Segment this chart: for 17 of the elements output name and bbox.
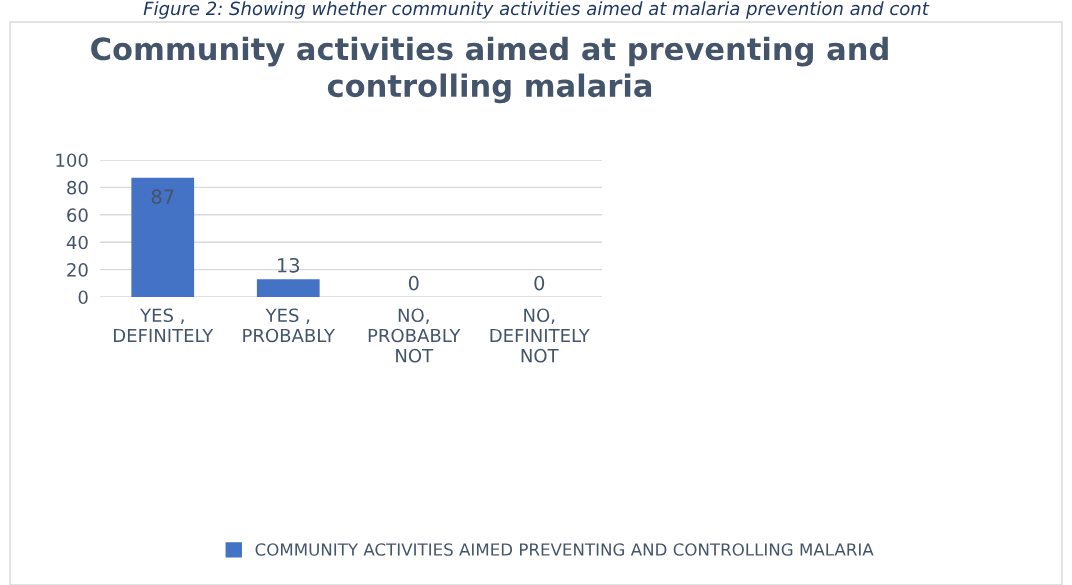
- legend-label: COMMUNITY ACTIVITIES AIMED PREVENTING AND CONTROLLING MALARIA: [255, 543, 874, 556]
- x-tick-label: YES , DEFINITELY: [114, 308, 214, 343]
- y-tick-label: 60: [67, 208, 88, 222]
- chart-title: Community activities aimed at preventing and controlling malaria: [91, 36, 888, 104]
- y-tick-label: 20: [67, 263, 88, 277]
- y-tick-label: 40: [66, 235, 88, 250]
- y-tick-label: 0: [78, 290, 88, 305]
- x-tick-label: NO, DEFINITELY NOT: [490, 308, 590, 363]
- data-label: 13: [278, 257, 300, 273]
- y-tick-label: 80: [67, 180, 88, 195]
- x-tick-label: NO, PROBABLY NOT: [368, 308, 461, 363]
- data-label: 87: [151, 189, 174, 204]
- data-label: 0: [534, 275, 545, 291]
- data-label: 0: [408, 275, 419, 291]
- x-tick-label: YES , PROBABLY: [243, 308, 336, 343]
- y-tick-label: 100: [56, 153, 88, 168]
- caption: Figure 2: Showing whether community activities aimed at malaria prevention and cont: [143, 1, 930, 19]
